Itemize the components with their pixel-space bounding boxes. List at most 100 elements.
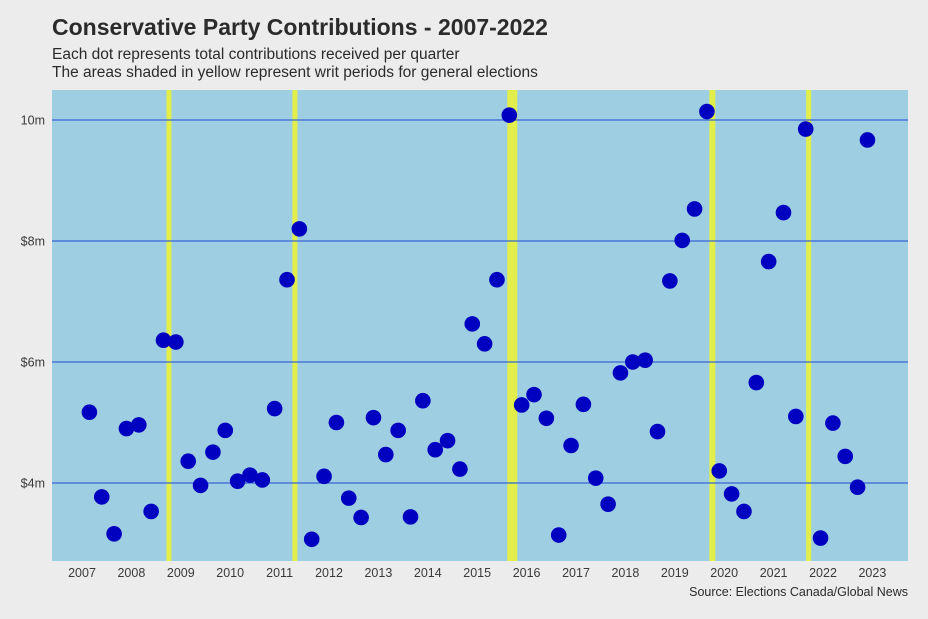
data-point xyxy=(118,420,135,437)
data-point xyxy=(788,408,804,425)
data-point xyxy=(612,365,629,381)
data-point xyxy=(452,461,468,477)
data-point xyxy=(625,354,641,370)
data-point xyxy=(192,477,209,494)
x-tick-label: 2009 xyxy=(167,566,195,580)
data-point xyxy=(464,316,481,332)
x-tick-label: 2012 xyxy=(315,566,343,580)
data-point xyxy=(526,386,542,403)
data-point xyxy=(812,530,829,546)
x-tick-label: 2011 xyxy=(266,566,293,580)
data-point xyxy=(476,336,493,352)
data-point xyxy=(600,496,616,512)
data-point xyxy=(587,470,604,486)
writ-band xyxy=(806,90,812,561)
x-tick-label: 2021 xyxy=(760,566,788,580)
data-point xyxy=(711,463,728,479)
x-tick-label: 2013 xyxy=(364,566,392,580)
data-point xyxy=(736,503,752,520)
writ-band xyxy=(507,90,518,561)
data-point xyxy=(303,531,320,548)
data-point xyxy=(439,432,456,449)
data-point xyxy=(279,271,295,288)
x-tick-label: 2020 xyxy=(710,566,738,580)
data-point xyxy=(242,467,258,483)
data-points xyxy=(81,103,876,548)
data-point xyxy=(266,400,283,417)
data-point xyxy=(550,527,567,543)
data-point xyxy=(365,409,382,426)
data-point xyxy=(81,404,98,421)
subtitle-line-1: Each dot represents total contributions … xyxy=(52,46,460,63)
data-point xyxy=(575,396,592,413)
writ-band xyxy=(292,90,298,561)
data-point xyxy=(353,509,369,526)
y-tick-label: 10m xyxy=(21,114,45,128)
writ-band xyxy=(709,90,716,561)
data-point xyxy=(723,486,740,502)
data-point xyxy=(775,204,792,221)
y-tick-label: $4m xyxy=(21,477,45,491)
data-point xyxy=(378,446,394,463)
data-point xyxy=(563,437,579,454)
data-point xyxy=(291,221,308,237)
data-point xyxy=(489,271,505,288)
data-point xyxy=(229,473,246,489)
data-point xyxy=(106,526,122,542)
x-tick-label: 2017 xyxy=(562,566,590,580)
chart-title: Conservative Party Contributions - 2007-… xyxy=(52,14,548,40)
x-tick-label: 2022 xyxy=(809,566,837,580)
data-point xyxy=(538,410,555,427)
data-point xyxy=(501,107,518,123)
data-point xyxy=(415,392,431,409)
data-point xyxy=(859,132,876,148)
data-point xyxy=(155,332,172,349)
data-point xyxy=(837,448,854,465)
data-point xyxy=(825,415,841,431)
subtitle-line-2: The areas shaded in yellow represent wri… xyxy=(52,64,538,81)
x-tick-label: 2018 xyxy=(611,566,639,580)
x-tick-label: 2010 xyxy=(216,566,244,580)
data-point xyxy=(637,352,653,368)
data-point xyxy=(328,414,345,431)
data-point xyxy=(797,121,814,137)
x-tick-label: 2014 xyxy=(414,566,442,580)
data-point xyxy=(849,479,866,496)
x-tick-label: 2008 xyxy=(117,566,145,580)
data-point xyxy=(390,422,406,439)
data-point xyxy=(168,334,184,350)
data-point xyxy=(205,444,221,460)
data-point xyxy=(674,232,691,249)
data-point xyxy=(699,103,715,120)
y-tick-label: $8m xyxy=(21,235,45,249)
data-point xyxy=(402,509,419,525)
chart-subtitle: Each dot represents total contributions … xyxy=(52,46,538,82)
y-axis-labels: $4m $6m $8m 10m xyxy=(21,114,45,491)
data-point xyxy=(662,273,678,289)
data-point xyxy=(93,489,110,505)
data-point xyxy=(217,422,234,439)
data-point xyxy=(254,472,271,488)
x-tick-label: 2007 xyxy=(68,566,96,580)
x-tick-label: 2016 xyxy=(513,566,541,580)
x-tick-label: 2023 xyxy=(858,566,886,580)
writ-band xyxy=(166,90,172,561)
x-tick-label: 2019 xyxy=(661,566,689,580)
data-point xyxy=(316,468,332,485)
data-point xyxy=(340,490,357,506)
x-tick-label: 2015 xyxy=(463,566,491,580)
source-caption: Source: Elections Canada/Global News xyxy=(689,585,908,599)
data-point xyxy=(131,417,147,433)
data-point xyxy=(427,441,444,458)
data-point xyxy=(143,503,159,520)
y-tick-label: $6m xyxy=(21,356,45,370)
data-point xyxy=(649,423,666,440)
plot-panel xyxy=(52,90,908,561)
x-axis-labels: 2007 2008 2009 2010 2011 2012 2013 2014 2015 2016… xyxy=(68,566,886,580)
data-point xyxy=(748,374,765,391)
data-point xyxy=(760,253,777,270)
gridlines xyxy=(52,119,908,484)
data-point xyxy=(180,453,197,470)
data-point xyxy=(513,397,530,413)
